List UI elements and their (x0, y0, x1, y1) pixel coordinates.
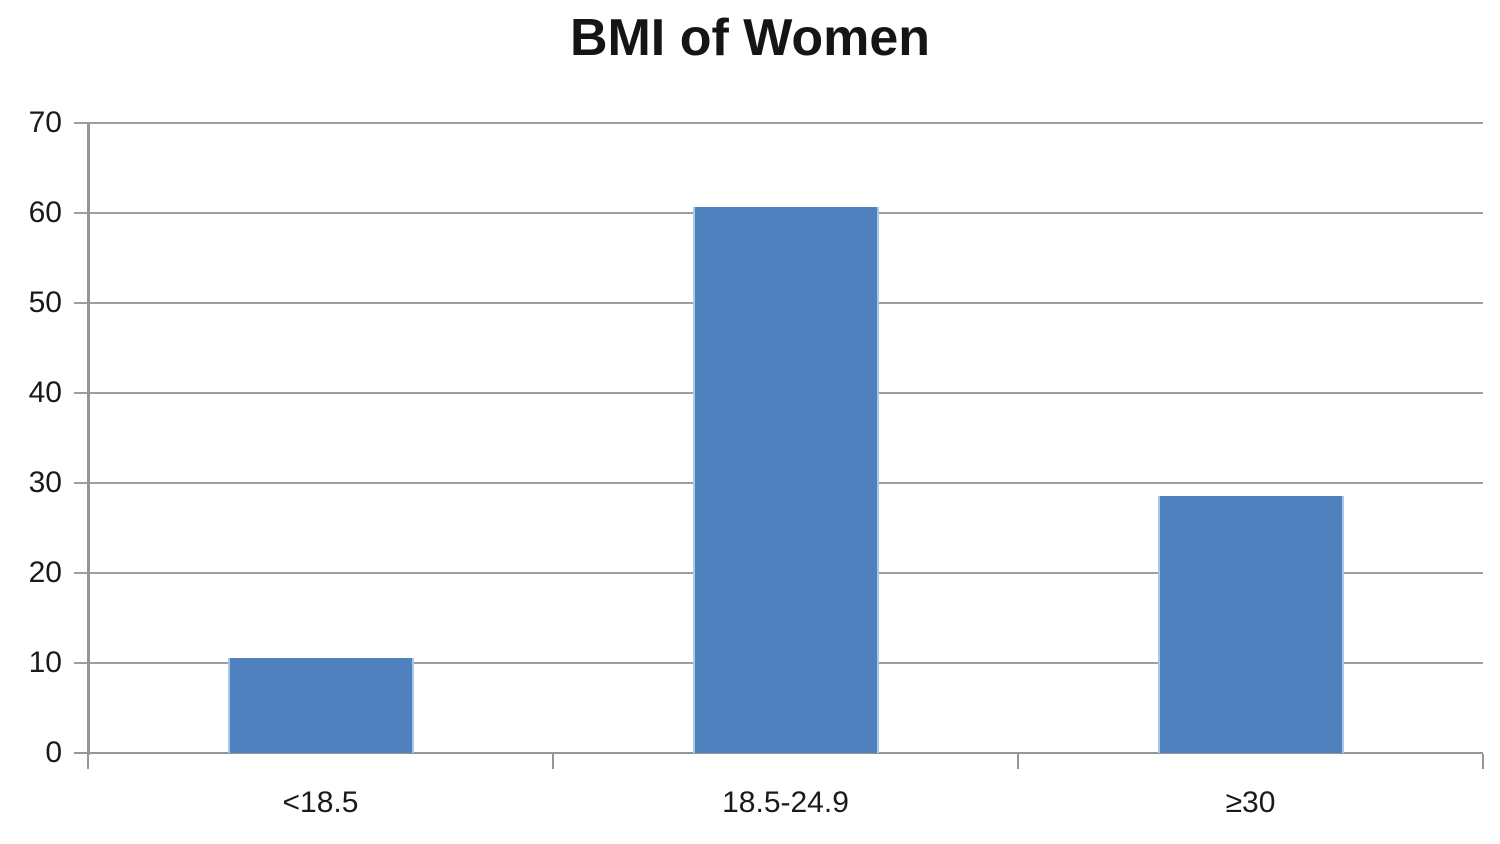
x-axis-category-label: ≥30 (1225, 786, 1276, 819)
bar (693, 207, 879, 753)
x-axis-category-label: 18.5-24.9 (722, 786, 849, 819)
y-axis-line (87, 123, 90, 755)
y-axis-tick-label: 20 (28, 556, 62, 589)
gridline (74, 752, 1483, 754)
x-axis-tick (87, 754, 89, 769)
y-axis-tick-label: 30 (28, 466, 62, 499)
x-axis-tick (552, 754, 554, 769)
y-axis-tick-label: 0 (45, 736, 62, 769)
y-axis-tick-label: 40 (28, 376, 62, 409)
chart-title: BMI of Women (569, 9, 931, 67)
x-axis-tick (1017, 754, 1019, 769)
bar (1158, 496, 1344, 753)
x-axis-category-label: <18.5 (282, 786, 359, 819)
gridline (74, 122, 1483, 124)
y-axis-tick-label: 10 (28, 646, 62, 679)
y-axis-tick-label: 70 (28, 106, 62, 139)
bar (228, 658, 414, 753)
y-axis-tick-label: 60 (28, 196, 62, 229)
x-axis-tick (1482, 754, 1484, 769)
y-axis-tick-label: 50 (28, 286, 62, 319)
